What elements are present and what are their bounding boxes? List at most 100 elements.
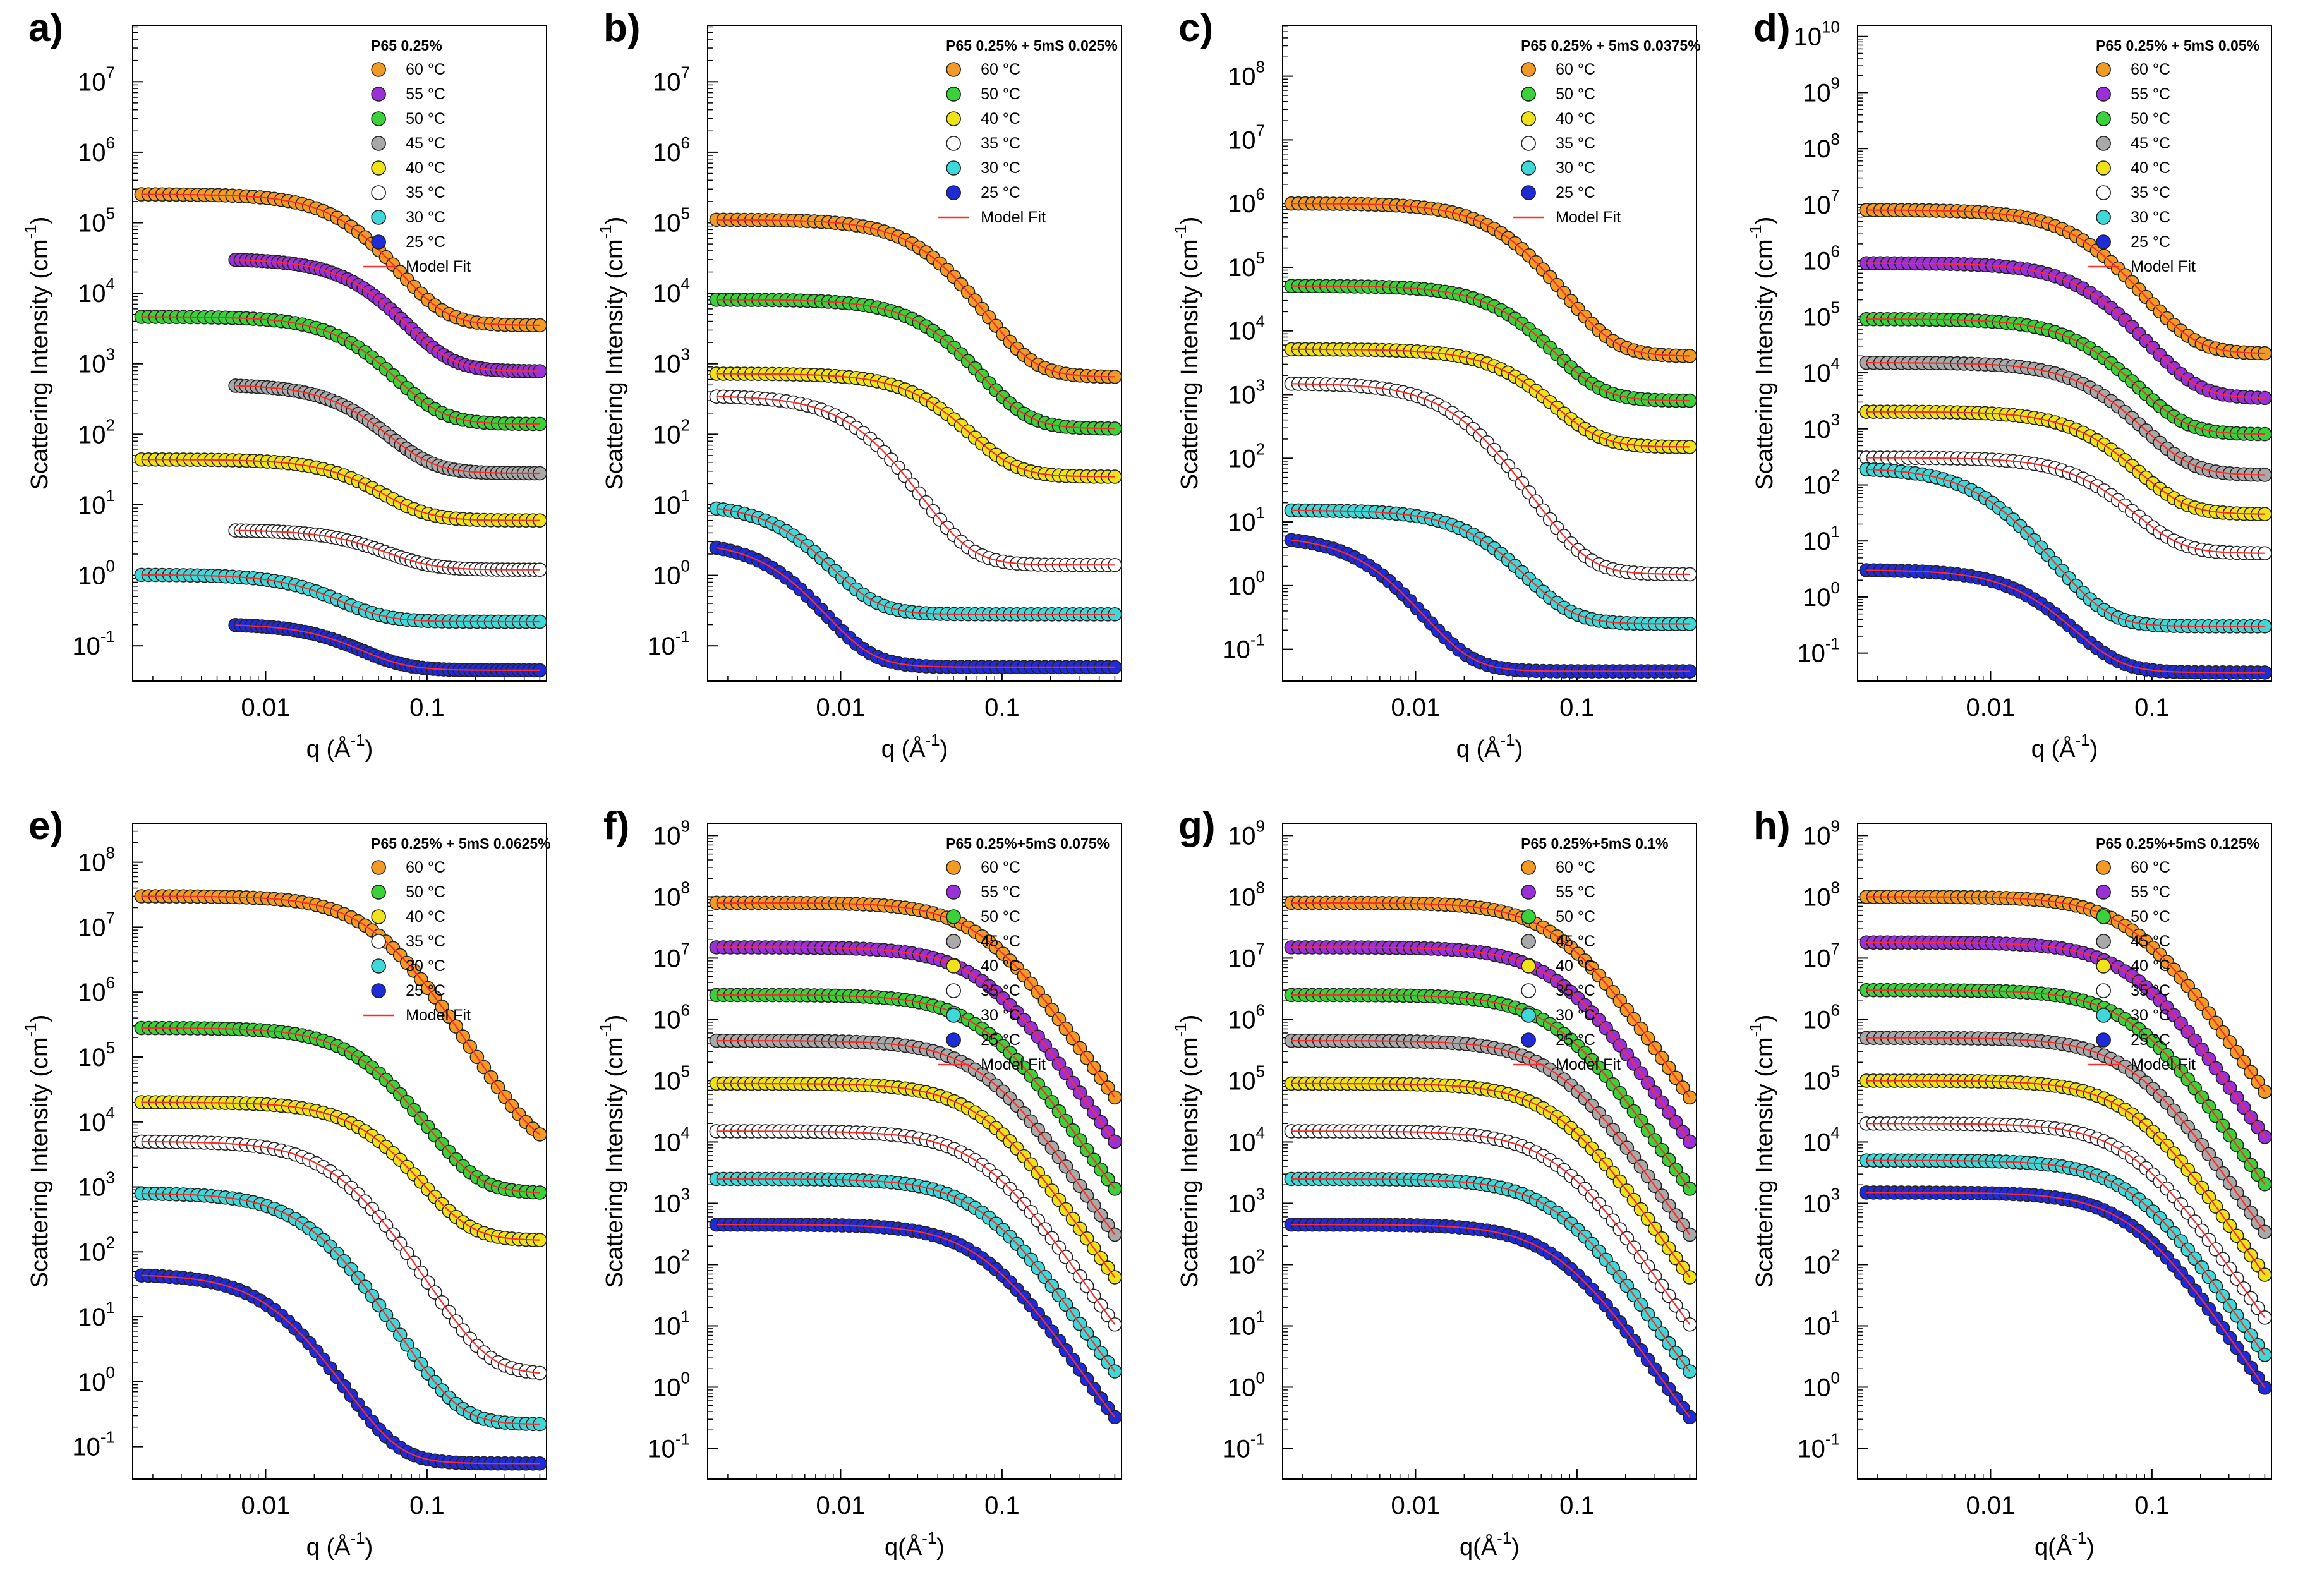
y-tick-exponent: 4 bbox=[106, 1103, 115, 1122]
model-fit-line bbox=[235, 624, 540, 671]
y-tick-exponent: 1 bbox=[1831, 1307, 1840, 1326]
y-tick-exponent: 3 bbox=[106, 345, 115, 364]
y-tick-label: 10-1 bbox=[1222, 1429, 1265, 1463]
y-tick-label: 101 bbox=[653, 486, 690, 519]
y-axis-label: Scattering Intensity (cm-1) bbox=[1746, 217, 1778, 490]
legend-label: 55 °C bbox=[1556, 883, 1595, 901]
y-tick-label: 102 bbox=[653, 1245, 690, 1279]
y-tick-exponent: 1 bbox=[681, 1307, 690, 1326]
y-tick-label: 109 bbox=[1228, 816, 1265, 850]
series-35-c bbox=[228, 523, 547, 577]
y-tick-label: 104 bbox=[1803, 1123, 1840, 1156]
legend-marker bbox=[1521, 62, 1536, 77]
legend-label: 40 °C bbox=[2131, 957, 2170, 975]
legend-marker bbox=[946, 909, 961, 924]
legend-fit-label: Model Fit bbox=[981, 1056, 1046, 1073]
x-axis-label: q (Å-1) bbox=[2031, 730, 2098, 763]
panel-letter: d) bbox=[1753, 6, 1791, 50]
x-axis-label-close: ) bbox=[1511, 1534, 1520, 1561]
y-tick-exponent: 6 bbox=[681, 1000, 690, 1019]
legend-marker bbox=[2096, 136, 2111, 151]
y-tick-exponent: 2 bbox=[1256, 439, 1265, 458]
y-tick-exponent: 9 bbox=[1256, 816, 1265, 835]
y-axis-label: Scattering Intensity (cm-1) bbox=[1746, 1015, 1778, 1288]
y-tick-label: 106 bbox=[653, 1000, 690, 1034]
y-tick-exponent: 5 bbox=[1256, 248, 1265, 267]
x-tick-label: 0.1 bbox=[984, 1492, 1020, 1520]
y-tick-exponent: 3 bbox=[106, 1168, 115, 1187]
x-tick-label: 0.1 bbox=[2134, 694, 2170, 722]
y-axis-label-exponent: -1 bbox=[596, 1022, 615, 1037]
y-tick-exponent: 2 bbox=[1256, 1245, 1265, 1264]
legend-marker bbox=[371, 234, 386, 250]
y-tick-label: 105 bbox=[78, 204, 115, 238]
y-tick-exponent: 7 bbox=[1256, 939, 1265, 958]
panel-g: g)10-11001011021031041051061071081090.01… bbox=[1171, 804, 1697, 1561]
series-45-c bbox=[228, 378, 547, 481]
y-tick-label: 103 bbox=[78, 1168, 115, 1202]
data-point bbox=[2258, 1267, 2272, 1282]
y-tick-label: 100 bbox=[653, 1368, 690, 1401]
y-tick-exponent: 5 bbox=[106, 204, 115, 223]
legend-marker bbox=[371, 909, 386, 924]
legend-label: 40 °C bbox=[1556, 110, 1595, 128]
y-tick-exponent: -1 bbox=[1250, 1429, 1265, 1448]
panel-letter: b) bbox=[603, 6, 641, 50]
model-fit-line bbox=[716, 373, 1115, 478]
y-tick-exponent: 0 bbox=[106, 1363, 115, 1382]
y-tick-label: 100 bbox=[1228, 1368, 1265, 1401]
y-tick-exponent: 8 bbox=[1831, 878, 1840, 897]
legend-label: 35 °C bbox=[406, 933, 445, 950]
x-axis-label-exponent: -1 bbox=[350, 1528, 365, 1547]
legend: P65 0.25% + 5mS 0.0625% 60 °C 50 °C 40 °C 35… bbox=[363, 835, 551, 1024]
y-tick-label: 108 bbox=[1228, 57, 1265, 91]
y-axis-label-close: ) bbox=[27, 217, 53, 225]
data-point bbox=[2258, 1310, 2272, 1325]
y-tick-label: 107 bbox=[653, 63, 690, 96]
legend-label: 30 °C bbox=[981, 1007, 1020, 1024]
legend-label: 35 °C bbox=[2131, 184, 2170, 202]
y-tick-exponent: -1 bbox=[100, 627, 115, 646]
legend-fit-label: Model Fit bbox=[406, 1007, 471, 1024]
y-tick-label: 106 bbox=[1228, 1000, 1265, 1034]
x-tick-label: 0.01 bbox=[816, 1492, 866, 1520]
series-25-c bbox=[1284, 533, 1697, 679]
data-point bbox=[1108, 1317, 1122, 1332]
y-axis-label-exponent: -1 bbox=[21, 1022, 40, 1037]
y-tick-label: 100 bbox=[78, 1363, 115, 1396]
model-fit-line bbox=[141, 316, 540, 425]
y-tick-exponent: 4 bbox=[681, 1123, 690, 1142]
data-point bbox=[533, 1127, 547, 1142]
x-axis-label-close: ) bbox=[2086, 1534, 2095, 1561]
legend-label: 60 °C bbox=[2131, 859, 2170, 876]
legend-marker bbox=[371, 885, 386, 900]
x-axis-label-exponent: -1 bbox=[1500, 730, 1515, 749]
y-tick-label: 101 bbox=[78, 486, 115, 519]
y-tick-exponent: 9 bbox=[681, 816, 690, 835]
panel-letter: a) bbox=[28, 6, 63, 50]
y-axis-label: Scattering Intensity (cm-1) bbox=[596, 1015, 628, 1288]
legend-label: 60 °C bbox=[1556, 61, 1595, 78]
legend-label: 60 °C bbox=[406, 859, 445, 876]
y-tick-label: 101 bbox=[78, 1298, 115, 1331]
model-fit-line bbox=[1291, 203, 1690, 357]
series-35-c bbox=[709, 389, 1122, 572]
legend-title: P65 0.25% + 5mS 0.0375% bbox=[1521, 37, 1701, 54]
legend-title: P65 0.25%+5mS 0.1% bbox=[1521, 835, 1668, 852]
x-axis-label-close: ) bbox=[365, 1534, 373, 1561]
y-tick-label: 102 bbox=[1228, 1245, 1265, 1279]
legend-marker bbox=[2096, 185, 2111, 200]
legend-marker bbox=[371, 62, 386, 77]
legend-marker bbox=[371, 87, 386, 102]
y-tick-label: 102 bbox=[78, 415, 115, 449]
legend-marker bbox=[946, 934, 961, 949]
series-50-c bbox=[134, 310, 547, 432]
y-tick-label: 108 bbox=[78, 843, 115, 877]
y-tick-label: 102 bbox=[1803, 466, 1840, 499]
legend-marker bbox=[946, 860, 961, 875]
y-tick-exponent: 9 bbox=[1831, 73, 1840, 92]
y-tick-exponent: 2 bbox=[1831, 466, 1840, 485]
y-tick-label: 104 bbox=[653, 1123, 690, 1156]
